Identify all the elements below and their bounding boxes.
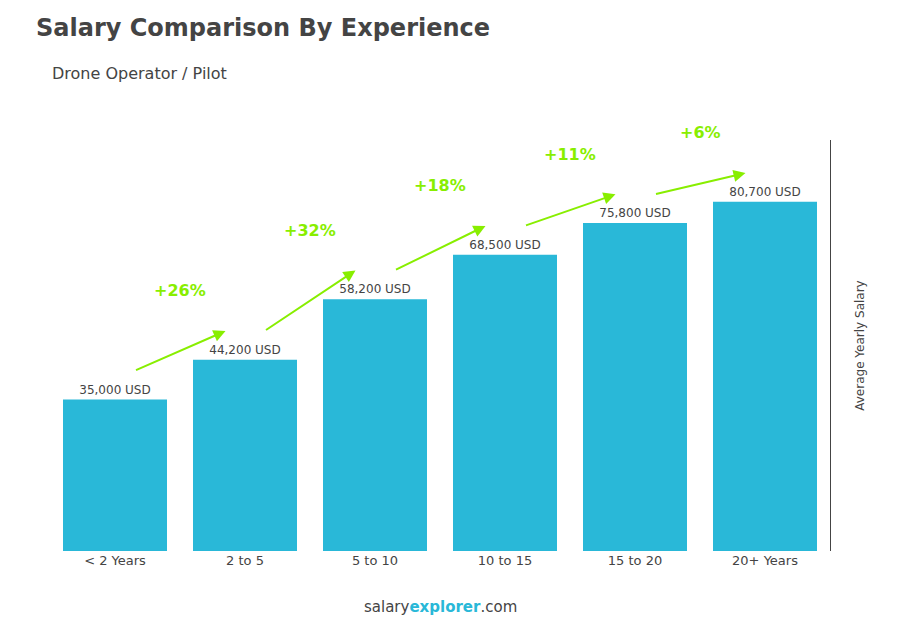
svg-text:80,700 USD: 80,700 USD (729, 185, 800, 199)
svg-text:44,200 USD: 44,200 USD (209, 343, 280, 357)
svg-text:Salary Comparison By Experienc: Salary Comparison By Experience (36, 14, 490, 42)
svg-text:68,500 USD: 68,500 USD (469, 238, 540, 252)
svg-text:Drone Operator / Pilot: Drone Operator / Pilot (52, 64, 227, 83)
svg-text:salaryexplorer.com: salaryexplorer.com (364, 598, 517, 616)
svg-text:20+ Years: 20+ Years (732, 553, 798, 568)
svg-text:+18%: +18% (414, 176, 466, 195)
svg-text:Average Yearly Salary: Average Yearly Salary (853, 280, 867, 410)
svg-text:15 to 20: 15 to 20 (608, 553, 662, 568)
svg-text:< 2 Years: < 2 Years (84, 553, 146, 568)
svg-text:58,200 USD: 58,200 USD (339, 282, 410, 296)
svg-text:+6%: +6% (680, 123, 721, 142)
svg-text:2 to 5: 2 to 5 (226, 553, 264, 568)
svg-text:10 to 15: 10 to 15 (478, 553, 532, 568)
svg-text:75,800 USD: 75,800 USD (599, 206, 670, 220)
svg-text:+32%: +32% (284, 221, 336, 240)
svg-text:35,000 USD: 35,000 USD (79, 383, 150, 397)
svg-text:+26%: +26% (154, 281, 206, 300)
svg-text:5 to 10: 5 to 10 (352, 553, 398, 568)
svg-text:+11%: +11% (544, 145, 596, 164)
